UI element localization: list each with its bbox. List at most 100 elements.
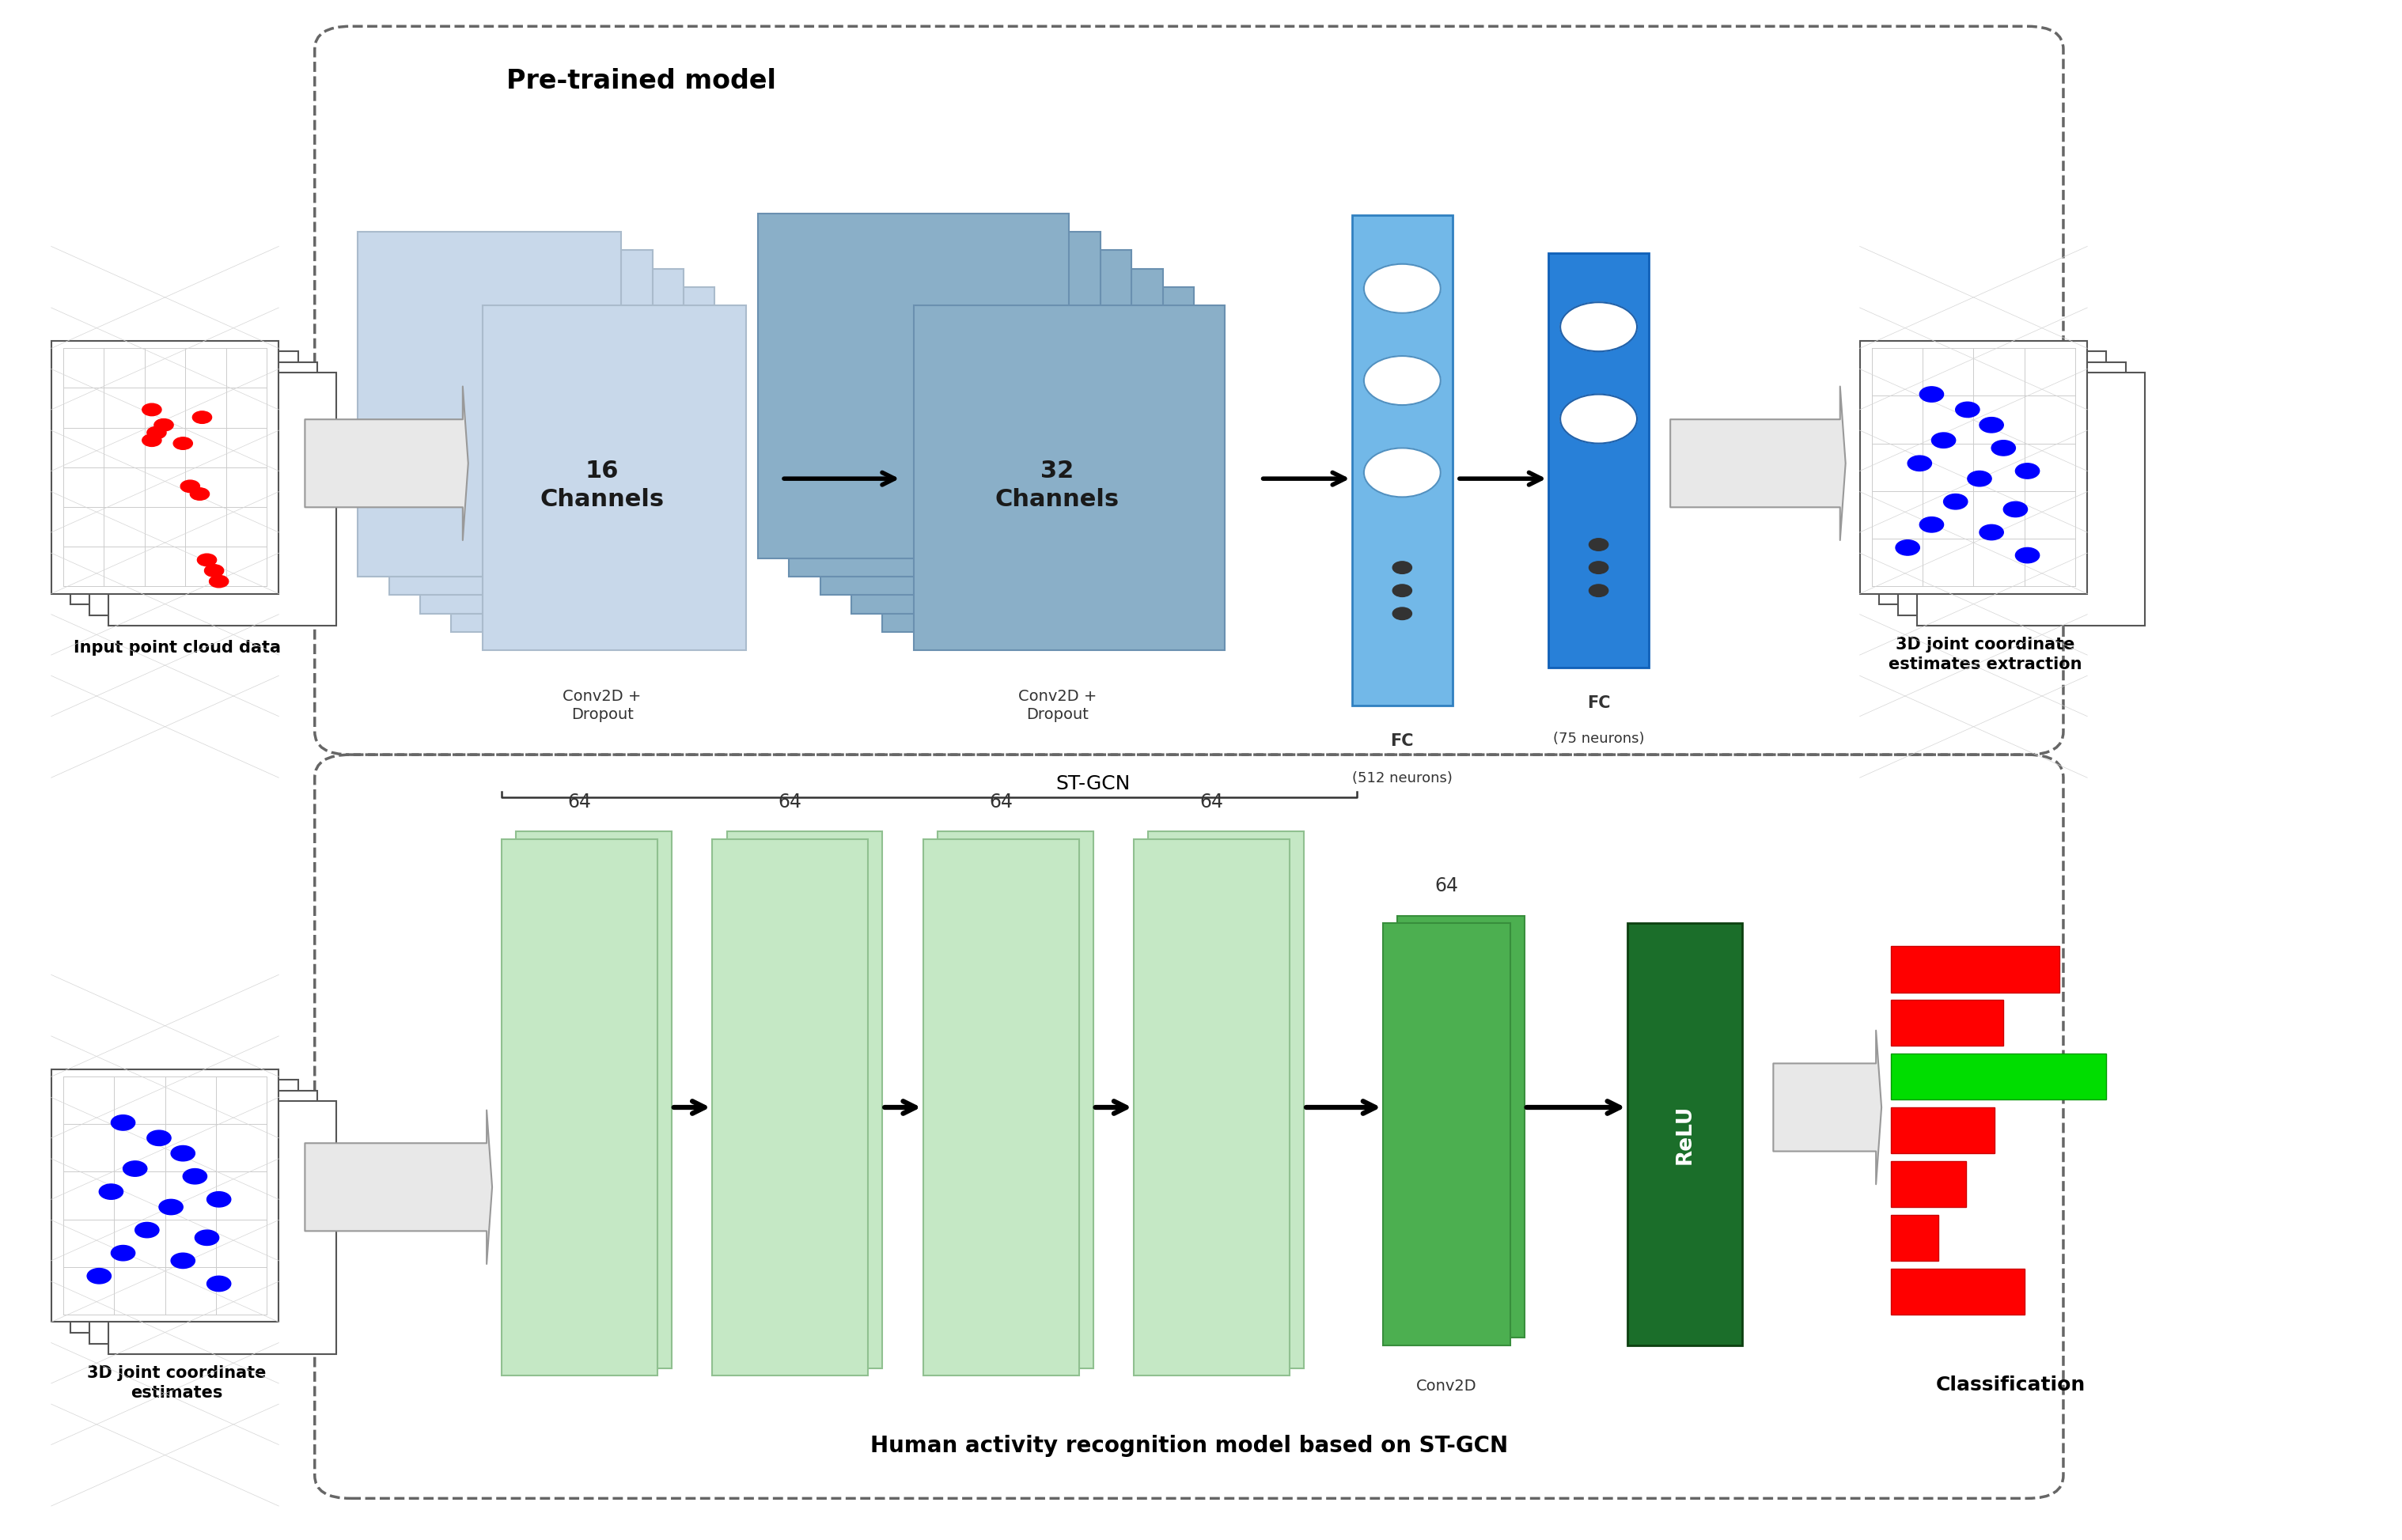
FancyBboxPatch shape	[389, 249, 653, 594]
Text: Input point cloud data: Input point cloud data	[74, 639, 281, 656]
Circle shape	[1393, 585, 1412, 596]
FancyBboxPatch shape	[483, 305, 747, 650]
Polygon shape	[1384, 924, 1511, 1344]
Text: 64: 64	[567, 793, 591, 812]
Circle shape	[154, 419, 173, 431]
Circle shape	[1931, 433, 1955, 448]
Circle shape	[1991, 440, 2015, 456]
Polygon shape	[1878, 351, 2107, 604]
Polygon shape	[1890, 947, 2059, 992]
Circle shape	[2015, 464, 2039, 479]
Circle shape	[171, 1254, 195, 1269]
Polygon shape	[50, 1069, 279, 1321]
Text: (75 neurons): (75 neurons)	[1554, 732, 1645, 745]
Polygon shape	[1890, 1161, 1967, 1207]
FancyBboxPatch shape	[788, 233, 1100, 578]
Circle shape	[207, 1192, 231, 1207]
FancyBboxPatch shape	[759, 214, 1069, 559]
Circle shape	[1364, 263, 1441, 313]
Circle shape	[110, 1246, 135, 1261]
Polygon shape	[1890, 1269, 2025, 1314]
Circle shape	[183, 1169, 207, 1184]
Polygon shape	[89, 362, 317, 614]
Text: Conv2D +
Dropout: Conv2D + Dropout	[562, 688, 641, 722]
Text: FC: FC	[1391, 733, 1415, 748]
Circle shape	[159, 1200, 183, 1215]
Circle shape	[192, 411, 211, 424]
Polygon shape	[502, 839, 658, 1375]
Circle shape	[173, 437, 192, 450]
Text: FC: FC	[1588, 695, 1609, 710]
Circle shape	[147, 1130, 171, 1146]
Text: 64: 64	[1434, 876, 1458, 896]
Polygon shape	[1629, 924, 1741, 1344]
Text: 64: 64	[990, 793, 1014, 812]
FancyBboxPatch shape	[452, 286, 716, 631]
Text: 3D joint coordinate
estimates extraction: 3D joint coordinate estimates extraction	[1888, 636, 2083, 671]
Circle shape	[110, 1115, 135, 1130]
Circle shape	[1561, 302, 1638, 351]
Text: 64: 64	[1201, 793, 1223, 812]
Text: Classification: Classification	[1936, 1375, 2085, 1395]
Polygon shape	[1890, 999, 2003, 1046]
Circle shape	[197, 554, 216, 567]
Circle shape	[209, 576, 228, 588]
Text: 64: 64	[778, 793, 802, 812]
Polygon shape	[1890, 1215, 1938, 1261]
Circle shape	[2015, 548, 2039, 564]
Polygon shape	[1398, 916, 1525, 1337]
Circle shape	[1393, 607, 1412, 619]
Polygon shape	[1148, 832, 1304, 1368]
Polygon shape	[1134, 839, 1290, 1375]
Circle shape	[1590, 539, 1609, 551]
Text: Conv2D +
Dropout: Conv2D + Dropout	[1018, 688, 1098, 722]
Circle shape	[1364, 356, 1441, 405]
Circle shape	[171, 1146, 195, 1161]
Text: (512 neurons): (512 neurons)	[1352, 772, 1453, 785]
Text: 16
Channels: 16 Channels	[540, 460, 665, 511]
Polygon shape	[728, 832, 882, 1368]
Circle shape	[1393, 562, 1412, 574]
Text: ST-GCN: ST-GCN	[1057, 775, 1131, 793]
FancyBboxPatch shape	[913, 305, 1225, 650]
Circle shape	[190, 488, 209, 500]
Circle shape	[1979, 525, 2003, 541]
Polygon shape	[89, 1090, 317, 1343]
Circle shape	[135, 1223, 159, 1238]
Polygon shape	[1352, 216, 1453, 705]
Polygon shape	[50, 340, 279, 593]
Circle shape	[1895, 541, 1919, 556]
Circle shape	[1590, 562, 1609, 574]
Circle shape	[204, 565, 223, 578]
Text: 3D joint coordinate
estimates: 3D joint coordinate estimates	[86, 1364, 267, 1400]
FancyBboxPatch shape	[420, 268, 685, 613]
Circle shape	[1979, 417, 2003, 433]
FancyBboxPatch shape	[882, 286, 1194, 631]
Circle shape	[180, 480, 199, 493]
Circle shape	[1364, 448, 1441, 497]
Polygon shape	[922, 839, 1078, 1375]
Circle shape	[1561, 394, 1638, 444]
Circle shape	[147, 427, 166, 439]
Circle shape	[1919, 517, 1943, 533]
Text: Conv2D: Conv2D	[1417, 1378, 1477, 1394]
Polygon shape	[1917, 373, 2145, 625]
Circle shape	[1919, 387, 1943, 402]
Text: 32
Channels: 32 Channels	[994, 460, 1119, 511]
Circle shape	[1907, 456, 1931, 471]
Polygon shape	[1549, 253, 1648, 667]
Circle shape	[98, 1184, 123, 1200]
Circle shape	[1943, 494, 1967, 510]
Circle shape	[123, 1161, 147, 1177]
Polygon shape	[516, 832, 673, 1368]
Polygon shape	[1890, 1053, 2107, 1100]
Polygon shape	[70, 1080, 298, 1332]
Polygon shape	[70, 351, 298, 604]
Text: ReLU: ReLU	[1674, 1104, 1696, 1164]
Circle shape	[1955, 402, 1979, 417]
FancyBboxPatch shape	[850, 268, 1163, 613]
FancyBboxPatch shape	[358, 233, 622, 578]
Text: Pre-trained model: Pre-trained model	[507, 68, 776, 94]
Circle shape	[2003, 502, 2027, 517]
Polygon shape	[937, 832, 1093, 1368]
